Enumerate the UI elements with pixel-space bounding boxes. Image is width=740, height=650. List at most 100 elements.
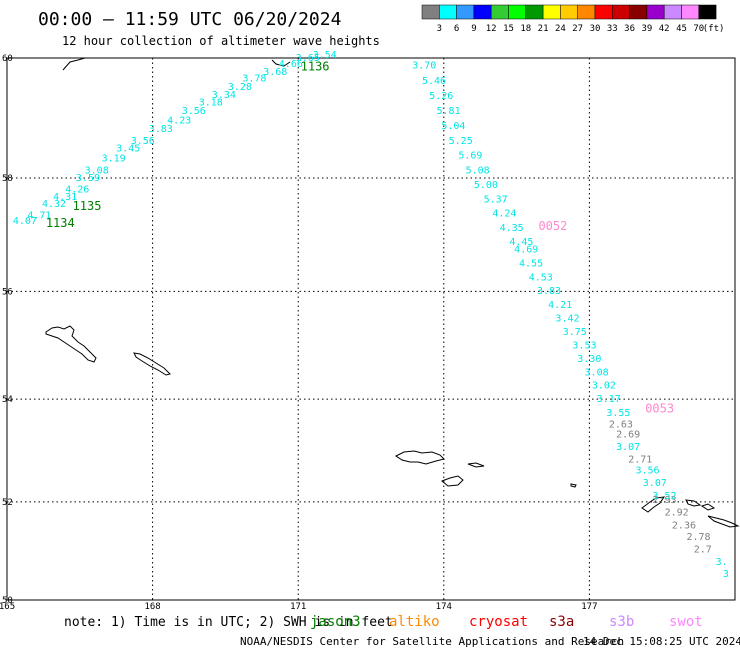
wave-height-label: 5.81 (437, 106, 461, 117)
wave-height-label: 3.08 (85, 165, 109, 176)
colorbar-tick-label: 3 (437, 24, 442, 34)
wave-height-label: 2.69 (616, 430, 640, 441)
wave-height-label: 5.00 (474, 180, 498, 191)
wave-height-label: 5.08 (466, 165, 490, 176)
latitude-tick-label: 60 (2, 54, 13, 64)
wave-height-label: 3.83 (537, 286, 561, 297)
latitude-tick-label: 54 (2, 395, 13, 405)
footnote: note: 1) Time is in UTC; 2) SWH is in fe… (64, 615, 393, 630)
wave-height-label: 3.59 (76, 173, 100, 184)
wave-height-label: 3. (716, 557, 728, 568)
colorbar-swatch (594, 4, 613, 20)
colorbar-swatch (456, 4, 475, 20)
wave-height-label: 5.46 (422, 76, 446, 87)
colorbar-swatch (577, 4, 596, 20)
wave-height-label: 4.55 (519, 258, 543, 269)
colorbar-swatch (612, 4, 630, 20)
wave-height-label: 3.17 (597, 394, 621, 405)
colorbar-tick-label: 21 (538, 24, 549, 34)
wave-height-label: 3.53 (572, 341, 596, 352)
wave-height-label: 5.04 (441, 121, 465, 132)
satellite-legend-item: altiko (389, 614, 440, 630)
longitude-tick-label: 168 (144, 602, 160, 612)
satellite-legend-item: swot (669, 614, 703, 630)
pass-labels: 1136 1135 1134 0052 0053 (46, 59, 674, 415)
colorbar-tick-label: 42 (659, 24, 670, 34)
colorbar-tick-label: 24 (555, 24, 566, 34)
latitude-tick-label: 52 (2, 498, 13, 508)
colorbar-swatch (560, 4, 578, 20)
bering-island (45, 325, 97, 363)
wave-height-label: 3.55 (606, 408, 630, 419)
wave-height-label: 4.66 (279, 59, 303, 70)
wave-height-label: 3 (723, 569, 729, 580)
timestamp-text: 14 Dec 15:08:25 UTC 2024 (583, 635, 740, 648)
wave-height-label: 3.28 (228, 82, 252, 93)
wave-height-label: 3.68 (263, 67, 287, 78)
pass-id-label: 1134 (46, 216, 75, 230)
amchitka-island (707, 515, 740, 528)
wave-height-label: 4.21 (548, 300, 572, 311)
colorbar-tick-label: 30 (590, 24, 601, 34)
wave-height-colorbar: 3 6 9 12 15 18 21 24 27 30 33 36 39 42 45 70(ft) (421, 4, 725, 34)
longitude-tick-label: 165 (0, 602, 15, 612)
wave-height-label: 4.71 (27, 210, 51, 221)
colorbar-tick-label: 36 (624, 24, 635, 34)
wave-height-label: 3.19 (102, 154, 126, 165)
wave-height-label: 3.75 (563, 327, 587, 338)
pass-id-label: 0053 (645, 401, 674, 415)
credit-text: NOAA/NESDIS Center for Satellite Applica… (240, 635, 624, 648)
longitude-tick-label: 174 (436, 602, 452, 612)
semichi-islands (467, 462, 485, 468)
coastline-top-left (62, 57, 86, 71)
pass-id-label: 1136 (301, 59, 330, 73)
colorbar-swatch (542, 4, 561, 20)
colorbar-unit-label: (ft) (703, 24, 725, 34)
wave-height-label: 4.69 (514, 244, 538, 255)
coastline-top-mid (271, 59, 291, 67)
wave-height-label: 2.93 (652, 495, 676, 506)
pass-id-label: 0052 (538, 219, 567, 233)
colorbar-swatch (525, 4, 544, 20)
wave-height-label: 3.30 (577, 354, 601, 365)
colorbar-swatch (473, 4, 492, 20)
attu-island (395, 450, 445, 465)
colorbar-swatch (490, 4, 509, 20)
wave-height-label: 3.54 (313, 50, 337, 61)
colorbar-swatch (681, 4, 700, 20)
wave-height-label: 2.36 (672, 520, 696, 531)
wave-height-label: 3.56 (636, 466, 660, 477)
wave-height-label: 3.07 (643, 478, 667, 489)
satellite-legend-item: s3b (609, 614, 634, 630)
wave-height-label: 3.56 (131, 136, 155, 147)
colorbar-tick-label: 9 (471, 24, 476, 34)
wave-height-label: 5.26 (429, 91, 453, 102)
colorbar-swatch (698, 4, 717, 20)
satellite-legend-item: cryosat (469, 614, 528, 630)
pass-id-label: 1135 (73, 199, 102, 213)
wave-height-label: 3.52 (652, 491, 676, 502)
longitude-tick-label: 177 (581, 602, 597, 612)
colorbar-swatch (646, 4, 665, 20)
latitude-tick-label: 56 (2, 287, 13, 297)
wave-height-label: 4.31 (53, 192, 77, 203)
colorbar-tick-label: 70 (693, 24, 704, 34)
wave-height-label: 4.23 (167, 116, 191, 127)
wave-height-label: 3.65 (296, 53, 320, 64)
wave-height-label: 5.69 (458, 151, 482, 162)
colorbar-swatch (421, 4, 440, 20)
wave-height-label: 5.25 (449, 136, 473, 147)
page-subtitle: 12 hour collection of altimeter wave hei… (62, 34, 380, 48)
colorbar-tick-label: 39 (641, 24, 652, 34)
satellite-legend-item: jason3 (310, 614, 361, 630)
kiska-island (641, 496, 666, 513)
wave-height-label: 3.56 (182, 106, 206, 117)
wave-height-label: 4.24 (492, 209, 516, 220)
page-title: 00:00 – 11:59 UTC 06/20/2024 (38, 9, 341, 30)
land-outlines (45, 57, 740, 528)
wave-height-label: 4.26 (65, 184, 89, 195)
satellite-legend-item: s3a (549, 614, 574, 630)
wave-height-label: 2.78 (686, 532, 710, 543)
colorbar-tick-label: 33 (607, 24, 618, 34)
